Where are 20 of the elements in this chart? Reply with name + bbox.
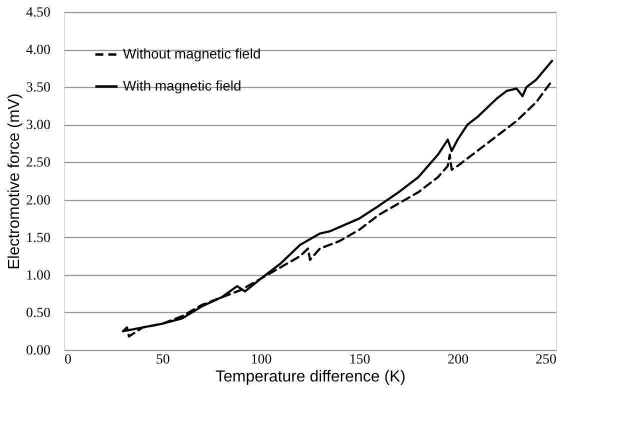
y-tick-label: 2.00 — [26, 193, 50, 208]
y-tick-label: 1.00 — [26, 268, 50, 284]
x-tick-label: 0 — [64, 352, 72, 368]
y-tick-label: 3.00 — [26, 118, 50, 134]
x-axis-title: Temperature difference (K) — [215, 368, 406, 386]
y-axis-title: Electromotive force (mV) — [6, 93, 23, 270]
y-tick-label: 0.00 — [26, 344, 50, 358]
y-tick-label: 4.50 — [26, 6, 50, 20]
x-tick-label: 250 — [536, 352, 556, 368]
x-tick-label: 200 — [448, 352, 469, 368]
x-tick-label: 150 — [349, 352, 370, 368]
y-tick-label: 2.50 — [26, 156, 50, 171]
legend-label: Without magnetic field — [123, 46, 261, 62]
legend-label: With magnetic field — [123, 78, 242, 94]
x-tick-label: 50 — [156, 352, 170, 368]
y-tick-label: 1.50 — [26, 230, 50, 246]
x-tick-label: 100 — [250, 352, 272, 368]
y-tick-label: 4.00 — [26, 43, 50, 58]
y-tick-label: 0.50 — [26, 306, 50, 321]
y-tick-label: 3.50 — [26, 80, 50, 96]
